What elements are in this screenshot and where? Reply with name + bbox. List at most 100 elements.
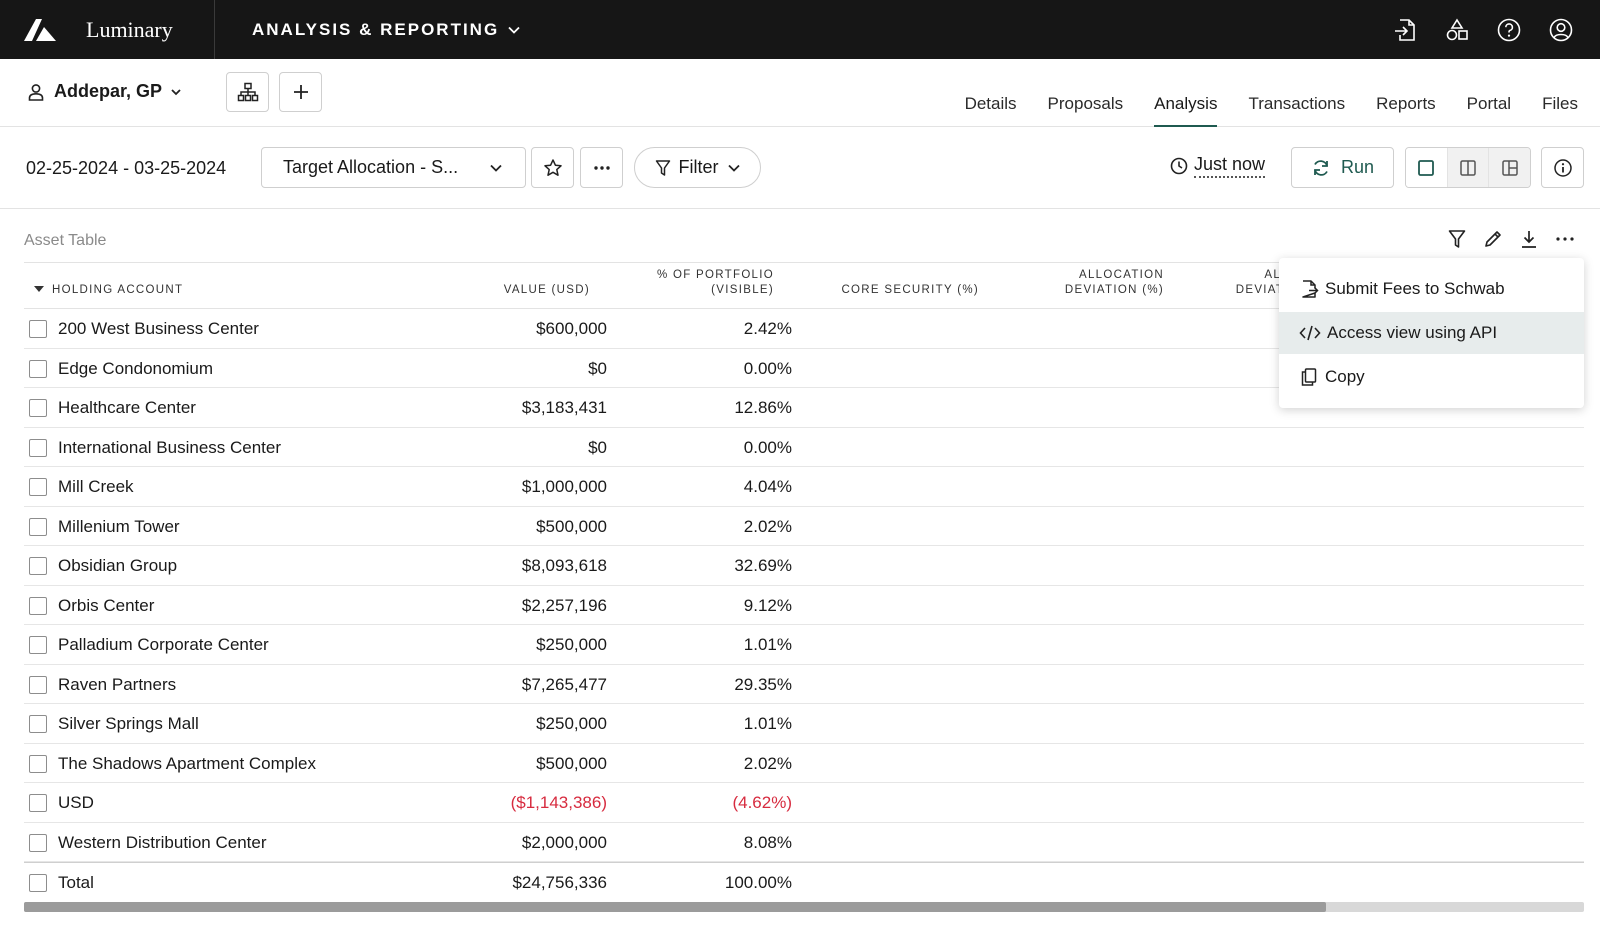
shapes-icon[interactable] [1440,13,1474,47]
column-value[interactable]: VALUE (USD) [503,284,590,296]
row-checkbox[interactable] [29,359,47,378]
row-checkbox[interactable] [29,794,47,812]
total-value-cell: $24,756,336 [512,873,607,892]
value-cell: $500,000 [536,753,607,773]
hierarchy-button[interactable] [226,72,269,112]
last-run-text: Just now [1194,154,1266,178]
value-cell: $3,183,431 [521,398,607,417]
user-account-icon[interactable] [1544,13,1578,47]
table-row[interactable]: The Shadows Apartment Complex $500,000 2.0… [24,744,1584,783]
menu-item-label: Access view using API [1327,323,1498,342]
brand[interactable]: Luminary [0,0,215,59]
column-holding-account[interactable]: HOLDING ACCOUNT [34,283,183,298]
view-selector-label: Target Allocation - S... [283,157,459,177]
holding-account-name: Silver Springs Mall [58,714,199,733]
client-header: Addepar, GP Details Proposals Analysis T… [0,59,1600,127]
row-checkbox[interactable] [29,438,47,457]
tab-reports[interactable]: Reports [1376,94,1436,113]
copy-icon [1301,368,1317,386]
tab-transactions[interactable]: Transactions [1248,94,1346,113]
layout-single-button[interactable] [1406,148,1448,187]
value-cell: ($1,143,386) [510,793,607,812]
table-row[interactable]: 200 West Business Center $600,000 2.42% [24,309,1584,349]
table-row[interactable]: Orbis Center $2,257,196 9.12% [24,586,1584,625]
layout-grid-button[interactable] [1489,148,1530,187]
client-selector[interactable]: Addepar, GP [26,81,190,102]
column-allocation-deviation[interactable]: ALLOCATION DEVIATION (%) [1065,268,1164,298]
table-more-menu: Submit Fees to Schwab Access view using … [1279,258,1584,408]
value-cell: $500,000 [536,516,607,536]
more-options-button[interactable] [580,147,623,188]
column-pct-portfolio[interactable]: % OF PORTFOLIO (VISIBLE) [657,268,774,298]
add-button[interactable] [279,72,322,112]
table-total-row[interactable]: Total $24,756,336 100.00% [24,862,1584,902]
row-checkbox[interactable] [29,517,47,536]
code-icon [1299,325,1321,341]
table-row[interactable]: Healthcare Center $3,183,431 12.86% [24,388,1584,428]
table-row[interactable]: Millenium Tower $500,000 2.02% [24,507,1584,546]
tab-proposals[interactable]: Proposals [1047,94,1124,113]
row-checkbox[interactable] [29,833,47,852]
row-checkbox[interactable] [29,754,47,773]
horizontal-scrollbar[interactable] [24,902,1584,912]
value-cell: $600,000 [536,319,607,338]
date-range-picker[interactable]: 02-25-2024 - 03-25-2024 [26,158,227,178]
app-switcher-menu[interactable]: ANALYSIS & REPORTING [252,20,521,40]
table-row[interactable]: Raven Partners $7,265,477 29.35% [24,665,1584,704]
menu-item-copy[interactable]: Copy [1279,356,1584,398]
last-run-indicator[interactable]: Just now [1170,154,1266,178]
table-download-button[interactable] [1518,228,1540,250]
table-more-button[interactable] [1554,228,1576,250]
row-checkbox[interactable] [29,399,47,417]
column-pct-portfolio-line2: (VISIBLE) [711,284,774,296]
table-row[interactable]: USD ($1,143,386) (4.62%) [24,783,1584,823]
table-row[interactable]: Mill Creek $1,000,000 4.04% [24,467,1584,507]
run-button[interactable]: Run [1291,147,1394,188]
client-tabs: Details Proposals Analysis Transactions … [965,59,1578,127]
layout-switcher [1405,147,1531,188]
login-icon[interactable] [1388,13,1422,47]
table-row[interactable]: International Business Center $0 0.00% [24,428,1584,467]
panel-actions [1446,228,1576,250]
column-holding-account-label: HOLDING ACCOUNT [52,284,184,296]
pencil-icon [1485,231,1501,247]
row-checkbox[interactable] [29,675,47,694]
row-checkbox[interactable] [29,874,47,892]
row-checkbox[interactable] [29,557,47,575]
grid-pane-icon [1501,159,1518,176]
row-checkbox[interactable] [29,596,47,615]
menu-item-access-api[interactable]: Access view using API [1279,312,1584,354]
tab-details[interactable]: Details [964,94,1017,113]
holding-account-name: The Shadows Apartment Complex [58,753,316,773]
table-row[interactable]: Western Distribution Center $2,000,000 8.0… [24,823,1584,862]
value-cell: $8,093,618 [521,556,607,575]
tab-portal[interactable]: Portal [1466,94,1512,113]
table-row[interactable]: Palladium Corporate Center $250,000 1.01% [24,625,1584,665]
table-row[interactable]: Edge Condonomium $0 0.00% [24,349,1584,388]
filter-button[interactable]: Filter [634,147,761,188]
help-icon[interactable] [1492,13,1526,47]
table-edit-button[interactable] [1482,228,1504,250]
table-row[interactable]: Obsidian Group $8,093,618 32.69% [24,546,1584,586]
pct-portfolio-cell: 2.42% [743,319,792,338]
pct-portfolio-cell: (4.62%) [732,793,792,812]
tab-analysis[interactable]: Analysis [1154,94,1218,127]
row-checkbox[interactable] [29,715,47,733]
menu-item-submit-fees[interactable]: Submit Fees to Schwab [1279,268,1584,310]
row-checkbox[interactable] [29,320,47,338]
favorite-button[interactable] [531,147,574,188]
person-icon [28,83,44,101]
run-label: Run [1340,157,1375,177]
pct-portfolio-cell: 29.35% [734,674,792,694]
horizontal-scrollbar-thumb[interactable] [24,902,1326,912]
filter-icon [1448,230,1466,248]
row-checkbox[interactable] [29,478,47,496]
view-selector[interactable]: Target Allocation - S... [261,147,526,188]
table-row[interactable]: Silver Springs Mall $250,000 1.01% [24,704,1584,744]
table-filter-button[interactable] [1446,228,1468,250]
row-checkbox[interactable] [29,636,47,654]
tab-files[interactable]: Files [1542,94,1578,113]
column-core-security[interactable]: CORE SECURITY (%) [841,284,979,296]
info-button[interactable] [1541,147,1584,188]
layout-split-button[interactable] [1447,148,1490,187]
